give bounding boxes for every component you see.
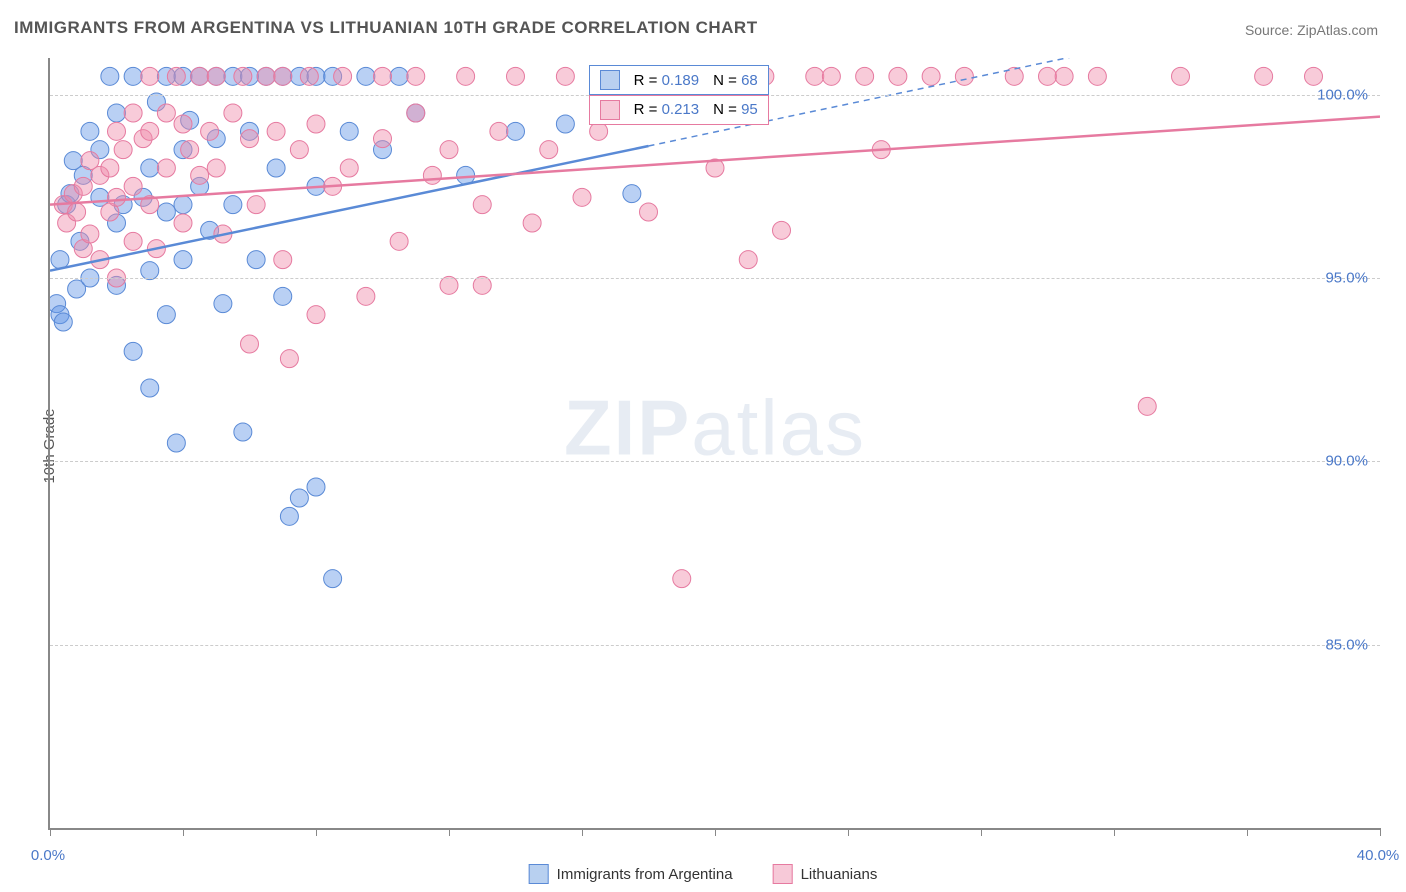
- xtick-label: 0.0%: [31, 847, 65, 864]
- legend-item-argentina: Immigrants from Argentina: [529, 864, 733, 884]
- ytick-label: 90.0%: [1325, 453, 1368, 470]
- swatch-lithuanians: [773, 864, 793, 884]
- stat-box: R = 0.189N = 68: [589, 65, 769, 95]
- xtick: [582, 828, 583, 836]
- xtick: [183, 828, 184, 836]
- ytick-label: 85.0%: [1325, 636, 1368, 653]
- xtick: [1380, 828, 1381, 836]
- ytick-label: 100.0%: [1317, 86, 1368, 103]
- xtick: [848, 828, 849, 836]
- chart-title: IMMIGRANTS FROM ARGENTINA VS LITHUANIAN …: [14, 18, 758, 38]
- swatch-argentina: [529, 864, 549, 884]
- xtick: [449, 828, 450, 836]
- gridline: [50, 645, 1380, 646]
- gridline: [50, 461, 1380, 462]
- xtick: [1247, 828, 1248, 836]
- legend-label-argentina: Immigrants from Argentina: [557, 866, 733, 883]
- plot-area: ZIPatlas 85.0% 90.0% 95.0% 100.0% R = 0.189N…: [48, 58, 1380, 830]
- watermark: ZIPatlas: [564, 382, 866, 473]
- ytick-label: 95.0%: [1325, 270, 1368, 287]
- xtick: [715, 828, 716, 836]
- stat-box: R = 0.213N = 95: [589, 95, 769, 125]
- xtick: [50, 828, 51, 836]
- legend: Immigrants from Argentina Lithuanians: [529, 864, 878, 884]
- legend-label-lithuanians: Lithuanians: [801, 866, 878, 883]
- xtick-label: 40.0%: [1357, 847, 1400, 864]
- gridline: [50, 278, 1380, 279]
- chart-svg: [50, 58, 1380, 828]
- source-label: Source: ZipAtlas.com: [1245, 22, 1378, 38]
- xtick: [1114, 828, 1115, 836]
- legend-item-lithuanians: Lithuanians: [773, 864, 878, 884]
- xtick: [316, 828, 317, 836]
- xtick: [981, 828, 982, 836]
